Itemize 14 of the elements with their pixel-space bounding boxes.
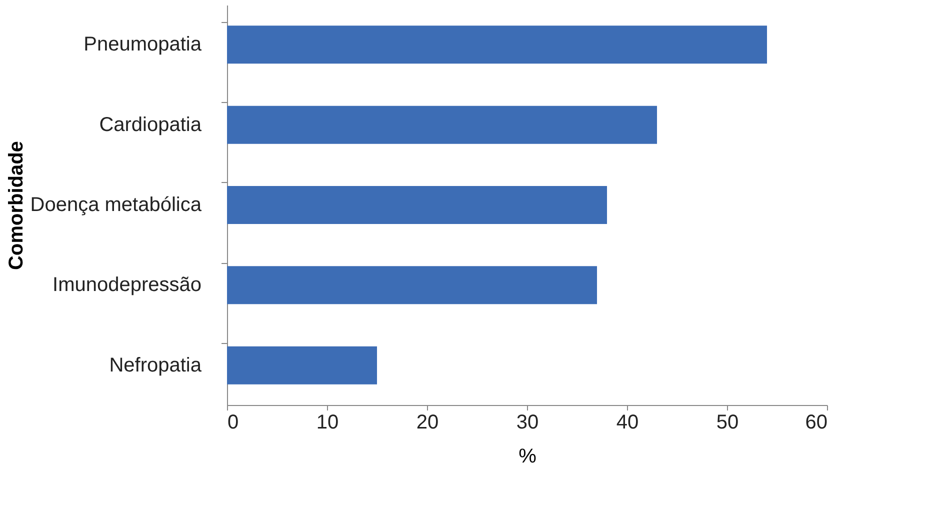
x-tick-label: 20 bbox=[416, 412, 439, 434]
x-tick-label: 0 bbox=[228, 412, 239, 434]
y-tick-label: Cardiopatia bbox=[99, 114, 202, 136]
x-axis-title: % bbox=[518, 446, 537, 468]
x-tick-label: 50 bbox=[716, 412, 739, 434]
x-tick-label: 30 bbox=[516, 412, 539, 434]
y-tick-label: Imunodepressão bbox=[52, 274, 202, 296]
x-tick-label: 40 bbox=[616, 412, 639, 434]
y-axis-title: Comorbidade bbox=[5, 141, 28, 270]
y-tick-label: Doença metabólica bbox=[30, 194, 202, 216]
y-tick-label: Pneumopatia bbox=[84, 34, 202, 56]
x-tick-label: 60 bbox=[805, 412, 828, 434]
y-tick-label: Nefropatia bbox=[109, 354, 202, 376]
x-tick-label: 10 bbox=[316, 412, 339, 434]
